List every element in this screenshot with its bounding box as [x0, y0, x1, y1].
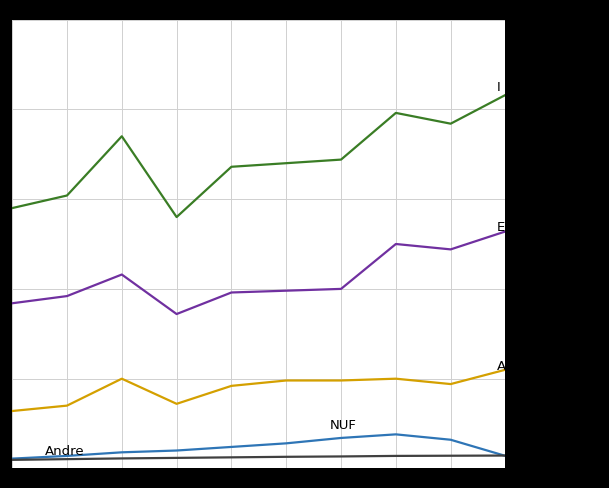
- Text: ENK: ENK: [497, 222, 524, 234]
- Text: NUF: NUF: [330, 419, 357, 432]
- Text: I alt: I alt: [497, 81, 523, 94]
- Text: Andre: Andre: [45, 445, 85, 458]
- Text: AS: AS: [497, 360, 515, 373]
